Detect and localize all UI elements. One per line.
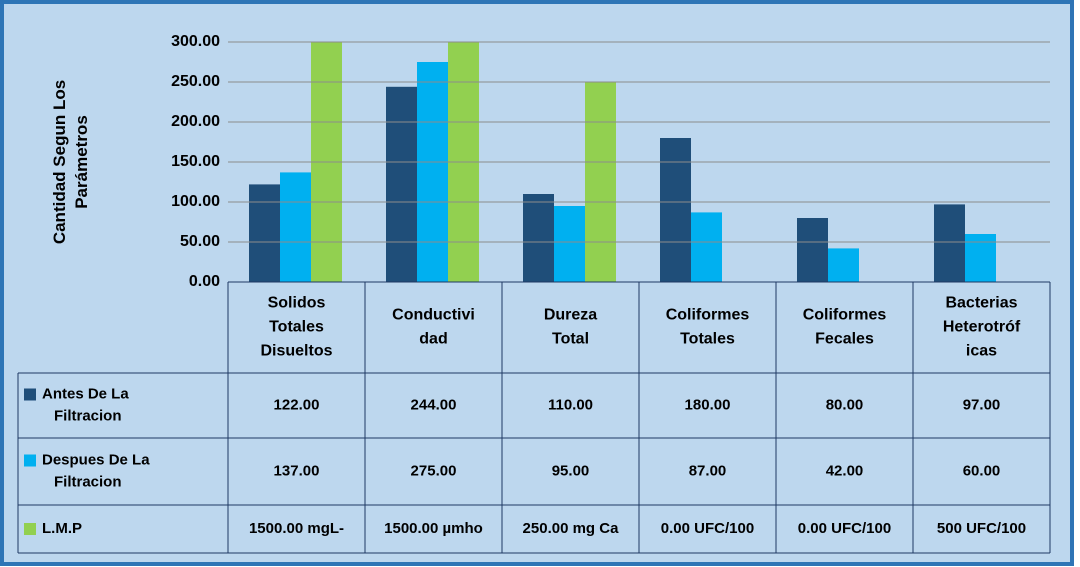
x-tick-label: Coliformes Fecales <box>803 307 887 348</box>
data-label: 250.00 mg Ca <box>523 520 620 537</box>
data-label: 110.00 <box>548 396 593 413</box>
bar <box>934 204 965 282</box>
data-label: 275.00 <box>411 462 457 479</box>
legend-key <box>24 454 36 467</box>
data-label: 1500.00 µmho <box>384 520 483 537</box>
x-tick-label: Dureza Total <box>544 307 597 348</box>
data-label: 97.00 <box>963 396 1001 413</box>
data-label: 500 UFC/100 <box>937 520 1026 537</box>
x-tick-label: Bacterias Heterotróf icas <box>943 295 1021 360</box>
data-label: 87.00 <box>689 462 727 479</box>
data-label: 0.00 UFC/100 <box>798 520 891 537</box>
bar <box>691 212 722 282</box>
y-tick-label: 200.00 <box>171 113 220 130</box>
bar <box>585 82 616 282</box>
x-tick-label: Coliformes Totales <box>666 307 750 348</box>
data-label: 180.00 <box>685 396 731 413</box>
data-label: 244.00 <box>411 396 457 413</box>
x-tick-label: Conductivi dad <box>392 307 475 348</box>
bar <box>660 138 691 282</box>
y-axis-title: Cantidad Segun Los Parámetros <box>50 80 91 244</box>
legend-label: L.M.P <box>42 520 82 537</box>
data-label: 137.00 <box>274 462 320 479</box>
y-tick-label: 300.00 <box>171 33 220 50</box>
y-tick-label: 0.00 <box>189 273 220 290</box>
data-label: 1500.00 mgL- <box>249 520 344 537</box>
bar <box>280 172 311 282</box>
data-label: 42.00 <box>826 462 864 479</box>
bar <box>249 184 280 282</box>
y-tick-label: 150.00 <box>171 153 220 170</box>
data-label: 122.00 <box>274 396 320 413</box>
y-tick-label: 250.00 <box>171 73 220 90</box>
legend-key <box>24 388 36 401</box>
bar <box>797 218 828 282</box>
y-tick-label: 50.00 <box>180 233 220 250</box>
x-tick-label: Solidos Totales Disueltos <box>260 295 332 360</box>
bar <box>386 86 417 282</box>
legend-label: Antes De La Filtracion <box>42 385 129 424</box>
y-tick-label: 100.00 <box>171 193 220 210</box>
bar <box>554 206 585 282</box>
legend-label: Despues De La Filtracion <box>42 451 150 490</box>
legend-key <box>24 523 36 535</box>
data-label: 60.00 <box>963 462 1001 479</box>
data-label: 80.00 <box>826 396 864 413</box>
bar <box>965 234 996 282</box>
bar <box>828 248 859 282</box>
data-label: 95.00 <box>552 462 590 479</box>
bar <box>417 62 448 282</box>
bar <box>523 194 554 282</box>
data-label: 0.00 UFC/100 <box>661 520 754 537</box>
